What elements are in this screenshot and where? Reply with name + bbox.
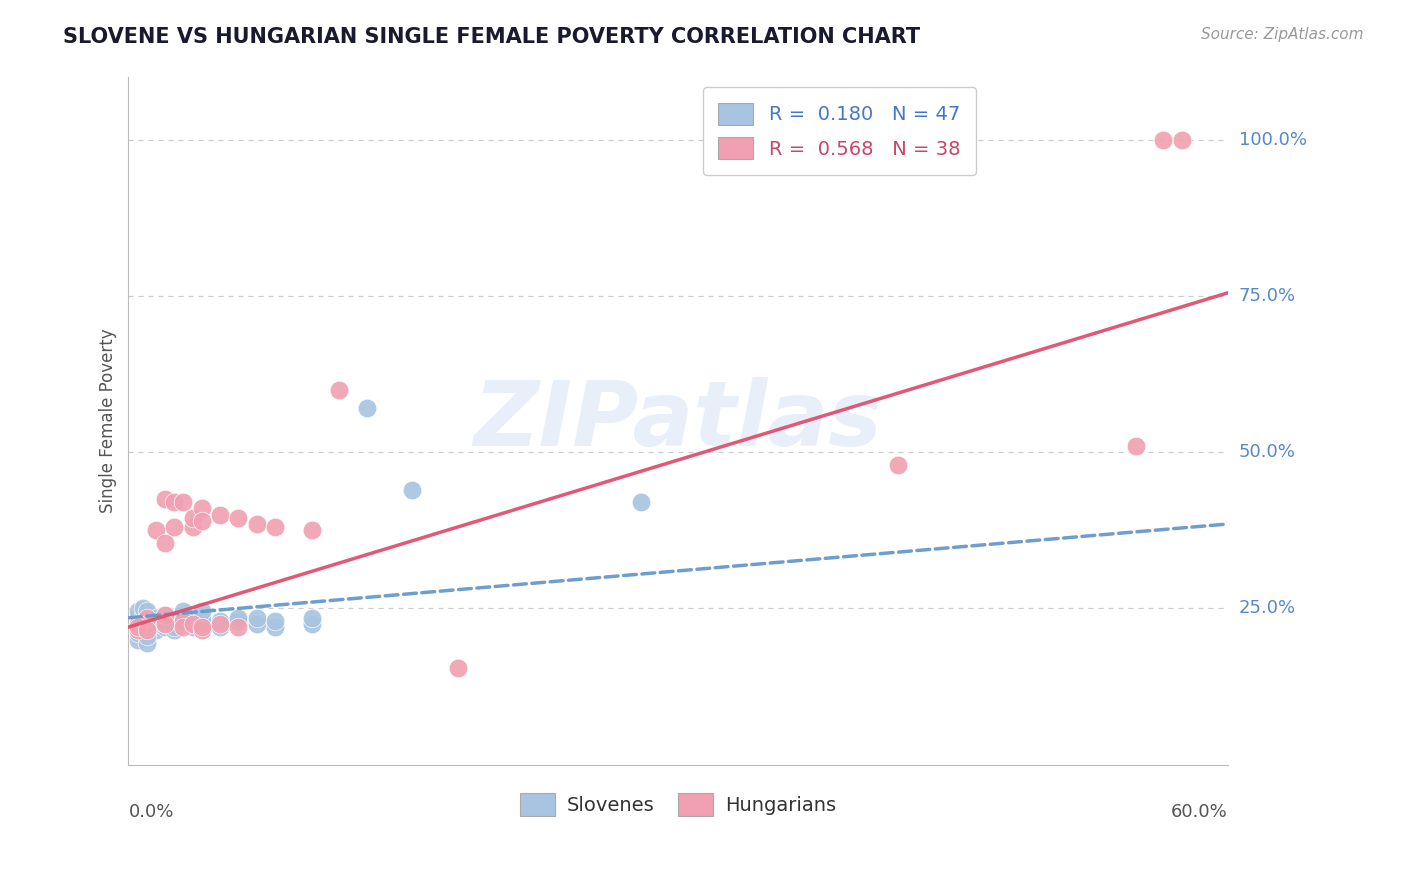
Point xyxy=(145,617,167,632)
Point xyxy=(132,614,155,628)
Point xyxy=(153,620,176,634)
Point xyxy=(301,523,323,537)
Point xyxy=(209,614,232,628)
Point xyxy=(163,624,186,638)
Point xyxy=(228,510,250,524)
Point xyxy=(132,620,155,634)
Point xyxy=(264,614,287,628)
Point xyxy=(127,624,149,638)
Point xyxy=(153,607,176,622)
Point xyxy=(172,617,194,632)
Point xyxy=(135,630,157,644)
Point xyxy=(127,632,149,647)
Point xyxy=(127,626,149,640)
Point xyxy=(1152,133,1174,147)
Point xyxy=(153,614,176,628)
Point xyxy=(135,636,157,650)
Point xyxy=(127,617,149,632)
Point xyxy=(153,491,176,506)
Point xyxy=(209,617,232,632)
Point xyxy=(172,611,194,625)
Point xyxy=(135,620,157,634)
Point xyxy=(246,516,269,531)
Point xyxy=(127,605,149,619)
Point xyxy=(190,624,212,638)
Point xyxy=(209,620,232,634)
Point xyxy=(153,607,176,622)
Point xyxy=(135,626,157,640)
Point xyxy=(190,620,212,634)
Point xyxy=(264,620,287,634)
Point xyxy=(209,508,232,522)
Point xyxy=(135,620,157,634)
Point xyxy=(190,605,212,619)
Text: SLOVENE VS HUNGARIAN SINGLE FEMALE POVERTY CORRELATION CHART: SLOVENE VS HUNGARIAN SINGLE FEMALE POVER… xyxy=(63,27,921,46)
Point xyxy=(127,611,149,625)
Point xyxy=(1170,133,1192,147)
Point xyxy=(228,620,250,634)
Point xyxy=(301,611,323,625)
Point xyxy=(145,523,167,537)
Point xyxy=(127,617,149,632)
Point xyxy=(181,520,204,534)
Text: 60.0%: 60.0% xyxy=(1171,804,1227,822)
Point xyxy=(264,520,287,534)
Text: 0.0%: 0.0% xyxy=(128,804,174,822)
Point xyxy=(135,624,157,638)
Point xyxy=(172,614,194,628)
Point xyxy=(246,617,269,632)
Point xyxy=(145,611,167,625)
Point xyxy=(328,383,350,397)
Point xyxy=(181,510,204,524)
Text: 75.0%: 75.0% xyxy=(1239,287,1296,305)
Text: Source: ZipAtlas.com: Source: ZipAtlas.com xyxy=(1201,27,1364,42)
Point xyxy=(181,620,204,634)
Point xyxy=(1125,439,1147,453)
Text: 100.0%: 100.0% xyxy=(1239,131,1306,149)
Point xyxy=(181,614,204,628)
Point xyxy=(190,617,212,632)
Point xyxy=(163,520,186,534)
Point xyxy=(190,501,212,516)
Point xyxy=(356,401,378,416)
Point xyxy=(887,458,910,472)
Point xyxy=(145,624,167,638)
Point xyxy=(132,601,155,615)
Point xyxy=(172,495,194,509)
Text: 25.0%: 25.0% xyxy=(1239,599,1296,617)
Point xyxy=(228,611,250,625)
Point xyxy=(135,617,157,632)
Point xyxy=(246,611,269,625)
Point xyxy=(630,495,652,509)
Point xyxy=(172,620,194,634)
Point xyxy=(153,535,176,549)
Point xyxy=(163,620,186,634)
Point xyxy=(172,605,194,619)
Point xyxy=(301,617,323,632)
Point xyxy=(127,624,149,638)
Point xyxy=(228,614,250,628)
Y-axis label: Single Female Poverty: Single Female Poverty xyxy=(100,328,117,513)
Point xyxy=(401,483,423,497)
Point xyxy=(447,661,470,675)
Point xyxy=(127,617,149,632)
Point xyxy=(181,617,204,632)
Point xyxy=(190,514,212,528)
Text: 50.0%: 50.0% xyxy=(1239,443,1295,461)
Legend: Slovenes, Hungarians: Slovenes, Hungarians xyxy=(512,786,844,823)
Point xyxy=(153,617,176,632)
Text: ZIPatlas: ZIPatlas xyxy=(474,377,883,465)
Point xyxy=(132,607,155,622)
Point xyxy=(135,611,157,625)
Point xyxy=(190,611,212,625)
Point xyxy=(153,617,176,632)
Point xyxy=(163,495,186,509)
Point xyxy=(135,605,157,619)
Point xyxy=(135,611,157,625)
Point xyxy=(127,620,149,634)
Point xyxy=(163,611,186,625)
